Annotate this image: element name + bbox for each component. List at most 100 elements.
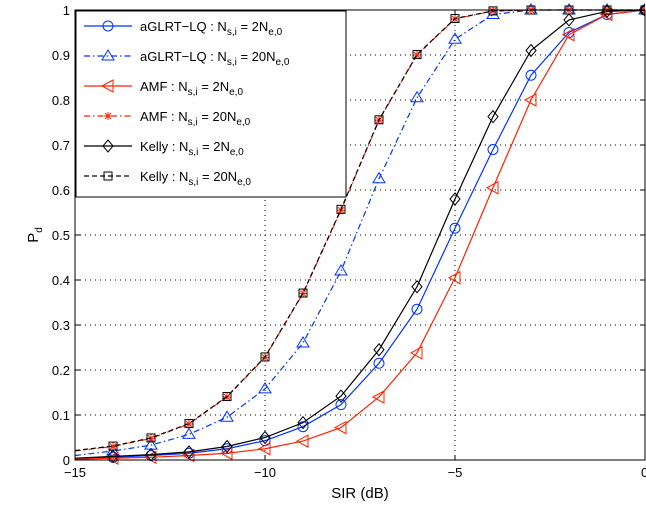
data-point xyxy=(296,336,310,348)
square-marker xyxy=(146,433,156,443)
legend-label-sub: e,0 xyxy=(230,147,244,158)
data-point xyxy=(638,3,645,15)
data-point xyxy=(108,441,118,451)
circle-marker xyxy=(335,399,347,411)
circle-marker xyxy=(449,222,461,234)
legend-label-main: AMF : N xyxy=(140,109,188,124)
legend-label-main: AMF : N xyxy=(140,79,188,94)
square-marker xyxy=(222,392,232,402)
legend-label-mid: = 2N xyxy=(198,139,229,154)
series-5 xyxy=(74,3,645,464)
circle-marker xyxy=(525,69,537,81)
legend-item: Kelly : Ns,i = 20Ne,0 xyxy=(84,169,251,188)
triangle-marker xyxy=(409,346,423,360)
legend-label: aGLRT−LQ : Ns,i = 2Ne,0 xyxy=(140,19,283,38)
legend-label-mid: = 20N xyxy=(198,109,237,124)
y-tick-label: 0.4 xyxy=(52,273,70,288)
triangle-marker xyxy=(100,79,114,93)
diamond-marker xyxy=(102,139,114,153)
legend-label-main: Kelly : N xyxy=(140,169,188,184)
data-point xyxy=(523,93,537,107)
y-tick-label: 0.7 xyxy=(52,138,70,153)
data-point xyxy=(334,264,348,276)
triangle-marker xyxy=(101,49,115,61)
square-marker xyxy=(374,115,384,125)
legend: aGLRT−LQ : Ns,i = 2Ne,0 aGLRT−LQ : Ns,i =… xyxy=(75,10,347,198)
legend-label: Kelly : Ns,i = 20Ne,0 xyxy=(140,169,251,188)
data-point xyxy=(447,270,461,285)
data-point xyxy=(561,27,575,42)
legend-item: aGLRT−LQ : Ns,i = 2Ne,0 xyxy=(84,19,283,38)
legend-label-sub: s,i xyxy=(188,177,198,188)
triangle-marker xyxy=(448,32,462,44)
legend-box xyxy=(75,10,347,198)
legend-label-sub: e,0 xyxy=(268,27,282,38)
data-point xyxy=(374,115,384,125)
square-marker xyxy=(108,441,118,451)
legend-label-sub: s,i xyxy=(188,147,198,158)
legend-label-sub: s,i xyxy=(188,117,198,128)
triangle-marker xyxy=(371,390,385,404)
y-axis-label: Pd xyxy=(25,227,45,243)
data-point xyxy=(336,204,346,214)
data-point xyxy=(257,441,271,456)
diamond-marker xyxy=(259,430,271,445)
legend-item: Kelly : Ns,i = 2Ne,0 xyxy=(84,139,244,158)
legend-marker xyxy=(103,171,113,181)
diamond-marker xyxy=(145,447,157,462)
diamond-marker xyxy=(335,389,347,403)
y-tick-label: 0.8 xyxy=(52,93,70,108)
asterisk-stroke xyxy=(109,443,117,450)
triangle-marker xyxy=(372,171,386,184)
y-tick-label: 0.5 xyxy=(52,228,70,243)
diamond-marker xyxy=(525,43,537,58)
y-tick-label: 0 xyxy=(63,453,70,468)
ticks: −15 −10 −5 0 0 0.1 0.2 0.3 0.4 0.5 0.6 0.7 0.8 0.9 1 xyxy=(52,3,646,480)
legend-label: AMF : Ns,i = 2Ne,0 xyxy=(140,79,243,98)
series-line xyxy=(74,9,645,459)
data-point xyxy=(639,3,645,17)
data-point xyxy=(182,427,196,439)
data-point xyxy=(295,434,309,448)
data-point xyxy=(525,43,537,58)
triangle-marker xyxy=(295,434,309,448)
diamond-marker xyxy=(601,4,613,19)
legend-label-mid: = 20N xyxy=(237,49,276,64)
square-marker xyxy=(488,6,498,16)
data-point xyxy=(297,415,309,430)
asterisk-stroke xyxy=(147,435,155,442)
data-point xyxy=(487,144,499,155)
data-point xyxy=(411,303,423,315)
circle-marker xyxy=(411,303,423,315)
legend-label: Kelly : Ns,i = 2Ne,0 xyxy=(140,139,244,158)
data-point xyxy=(409,346,423,360)
data-point xyxy=(299,289,307,298)
data-point xyxy=(373,357,385,369)
triangle-marker xyxy=(410,90,424,103)
y-axis-label-main: P xyxy=(25,233,42,243)
data-point xyxy=(411,279,423,294)
y-tick-label: 0.9 xyxy=(52,48,70,63)
data-point xyxy=(298,288,308,298)
square-marker xyxy=(184,419,194,429)
y-tick-label: 1 xyxy=(63,3,70,18)
diamond-marker xyxy=(107,449,119,464)
legend-label-sub: e,0 xyxy=(236,117,250,128)
legend-marker xyxy=(102,20,114,32)
x-axis-label: SIR (dB) xyxy=(331,485,389,502)
data-point xyxy=(335,389,347,403)
legend-label: aGLRT−LQ : Ns,i = 20Ne,0 xyxy=(140,49,290,68)
square-marker xyxy=(103,171,113,181)
triangle-marker xyxy=(638,3,645,15)
data-point xyxy=(412,50,422,60)
legend-label-sub: e,0 xyxy=(229,87,243,98)
legend-label-mid: = 20N xyxy=(198,169,237,184)
legend-marker xyxy=(101,49,115,61)
legend-label-mid: = 2N xyxy=(237,19,268,34)
asterisk-stroke xyxy=(641,9,645,14)
data-point xyxy=(525,69,537,81)
legend-marker xyxy=(100,79,114,93)
diamond-marker xyxy=(183,445,195,459)
asterisk-stroke xyxy=(641,6,645,11)
circle-marker xyxy=(373,357,385,369)
